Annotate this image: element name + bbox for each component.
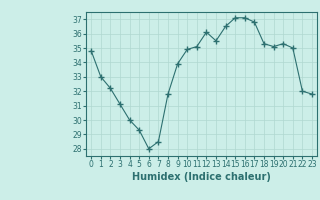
- X-axis label: Humidex (Indice chaleur): Humidex (Indice chaleur): [132, 172, 271, 182]
